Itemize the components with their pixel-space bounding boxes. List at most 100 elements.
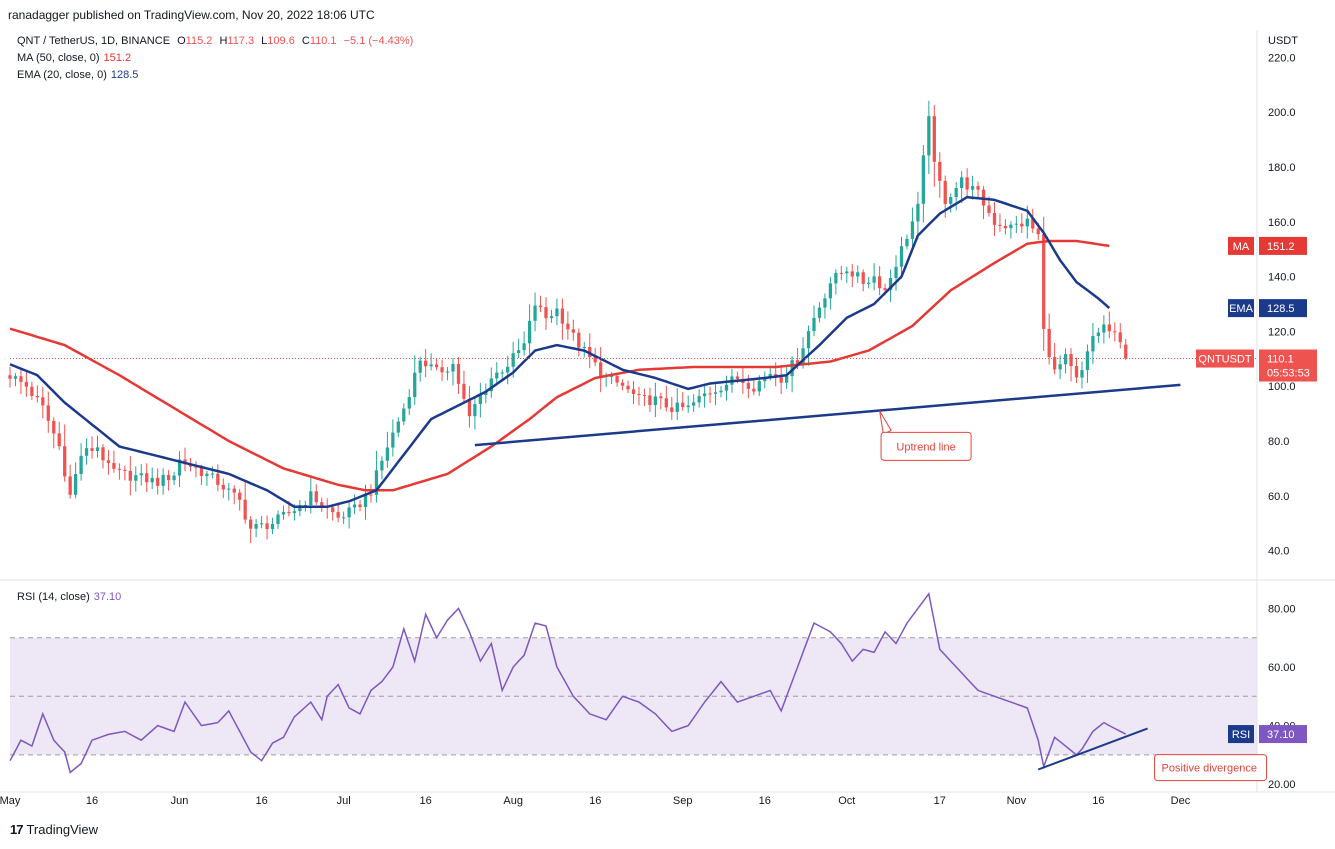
candle-body: [456, 363, 461, 384]
candle-body: [856, 272, 860, 277]
time-tick-label: 16: [255, 795, 267, 807]
ma-legend-value: 151.2: [103, 52, 132, 64]
candle-body: [462, 383, 466, 399]
price-tick-label: 160.0: [1268, 217, 1296, 229]
candle-body: [276, 514, 280, 524]
candle-body: [817, 307, 822, 318]
candle-body: [910, 221, 915, 239]
candle-body: [823, 298, 827, 308]
candle-body: [347, 507, 351, 518]
candle-body: [331, 507, 335, 513]
candle-body: [642, 394, 647, 396]
time-tick-label: 17: [934, 795, 946, 807]
candle-body: [227, 488, 231, 490]
candle-body: [30, 386, 34, 397]
candle-body: [888, 278, 893, 291]
last-label: QNTUSDT: [1198, 354, 1251, 366]
rsi-tick-label: 80.00: [1268, 603, 1296, 615]
tv-logo-text: TradingView: [26, 822, 99, 837]
candle-body: [238, 492, 242, 500]
candle-body: [177, 459, 182, 476]
rsi-band-layer: [10, 637, 1257, 756]
candle-body: [309, 491, 313, 506]
candle-body: [1102, 324, 1106, 333]
time-tick-label: Jun: [171, 795, 189, 807]
ma50-line: [9, 239, 1110, 492]
tradingview-logo[interactable]: 17 TradingView: [10, 822, 98, 837]
time-tick-label: 16: [589, 795, 601, 807]
change-value: −5.1 (−4.43%): [343, 35, 414, 47]
candle-body: [106, 460, 111, 464]
candle-body: [872, 276, 876, 283]
candle-body: [517, 350, 521, 354]
candle-body: [511, 353, 515, 367]
candle-body: [90, 448, 94, 451]
candle-body: [850, 271, 854, 277]
candle-body: [839, 272, 843, 274]
candle-body: [637, 394, 641, 396]
candle-body: [1118, 332, 1122, 343]
candle-body: [1096, 332, 1101, 337]
candle-body: [41, 397, 45, 406]
candle-body: [391, 432, 395, 448]
candle-body: [845, 271, 849, 274]
time-tick-label: Dec: [1171, 795, 1191, 807]
divergence-callout-text: Positive divergence: [1162, 763, 1257, 775]
candle-body: [867, 282, 871, 284]
time-tick-label: Oct: [838, 795, 855, 807]
last-label-bg: [1196, 349, 1254, 368]
candle-body: [626, 385, 630, 390]
candle-body: [68, 476, 72, 495]
ema-legend-label: EMA (20, close, 0): [17, 69, 107, 81]
open-label: O: [177, 35, 186, 47]
ma-legend-label: MA (50, close, 0): [17, 52, 100, 64]
candle-body: [199, 467, 204, 477]
candle-body: [210, 473, 215, 475]
candle-body: [905, 238, 909, 247]
divergence-line: [1037, 727, 1148, 771]
candle-body: [620, 382, 625, 386]
candle-body: [473, 404, 477, 417]
candle-body: [784, 376, 789, 383]
indicator-lines-layer: [9, 195, 1257, 509]
low-label: L: [261, 35, 268, 47]
candle-body: [79, 455, 83, 475]
candle-body: [1091, 336, 1095, 352]
close-label: C: [301, 35, 310, 47]
candle-body: [161, 474, 165, 486]
badge-value-bg: [1259, 299, 1307, 318]
candle-body: [495, 372, 499, 379]
candle-body: [549, 316, 554, 319]
rsi-legend-value: 37.10: [93, 591, 122, 603]
candle-body: [806, 331, 811, 349]
time-tick-label: Nov: [1007, 795, 1027, 807]
low-value: 109.6: [267, 35, 295, 47]
rsi-legend: RSI (14, close) 37.10: [17, 591, 121, 603]
badge-value: 128.5: [1267, 303, 1295, 315]
time-tick-label: May: [0, 795, 21, 807]
high-label: H: [219, 35, 228, 47]
badge-label: MA: [1233, 241, 1250, 253]
candle-body: [489, 378, 493, 392]
candle-body: [899, 246, 904, 267]
time-tick-label: Sep: [673, 795, 693, 807]
candle-body: [686, 405, 690, 408]
last-value-bg: [1259, 349, 1317, 382]
candle-body: [292, 511, 297, 514]
candle-body: [697, 396, 701, 403]
price-tick-label: 40.0: [1268, 546, 1289, 558]
candle-body: [117, 468, 122, 470]
candle-body: [522, 343, 526, 351]
candle-body: [954, 187, 958, 198]
symbol-legend: QNT / TetherUS, 1D, BINANCE O115.2 H117.…: [17, 35, 413, 47]
candle-body: [609, 375, 614, 377]
high-value: 117.3: [227, 35, 255, 47]
rsi-tick-label: 20.00: [1268, 779, 1296, 791]
candle-body: [927, 116, 931, 156]
price-tick-label: 180.0: [1268, 162, 1296, 174]
candle-body: [970, 186, 975, 190]
candle-body: [216, 473, 220, 485]
candle-body: [861, 272, 865, 284]
candle-body: [150, 477, 154, 483]
